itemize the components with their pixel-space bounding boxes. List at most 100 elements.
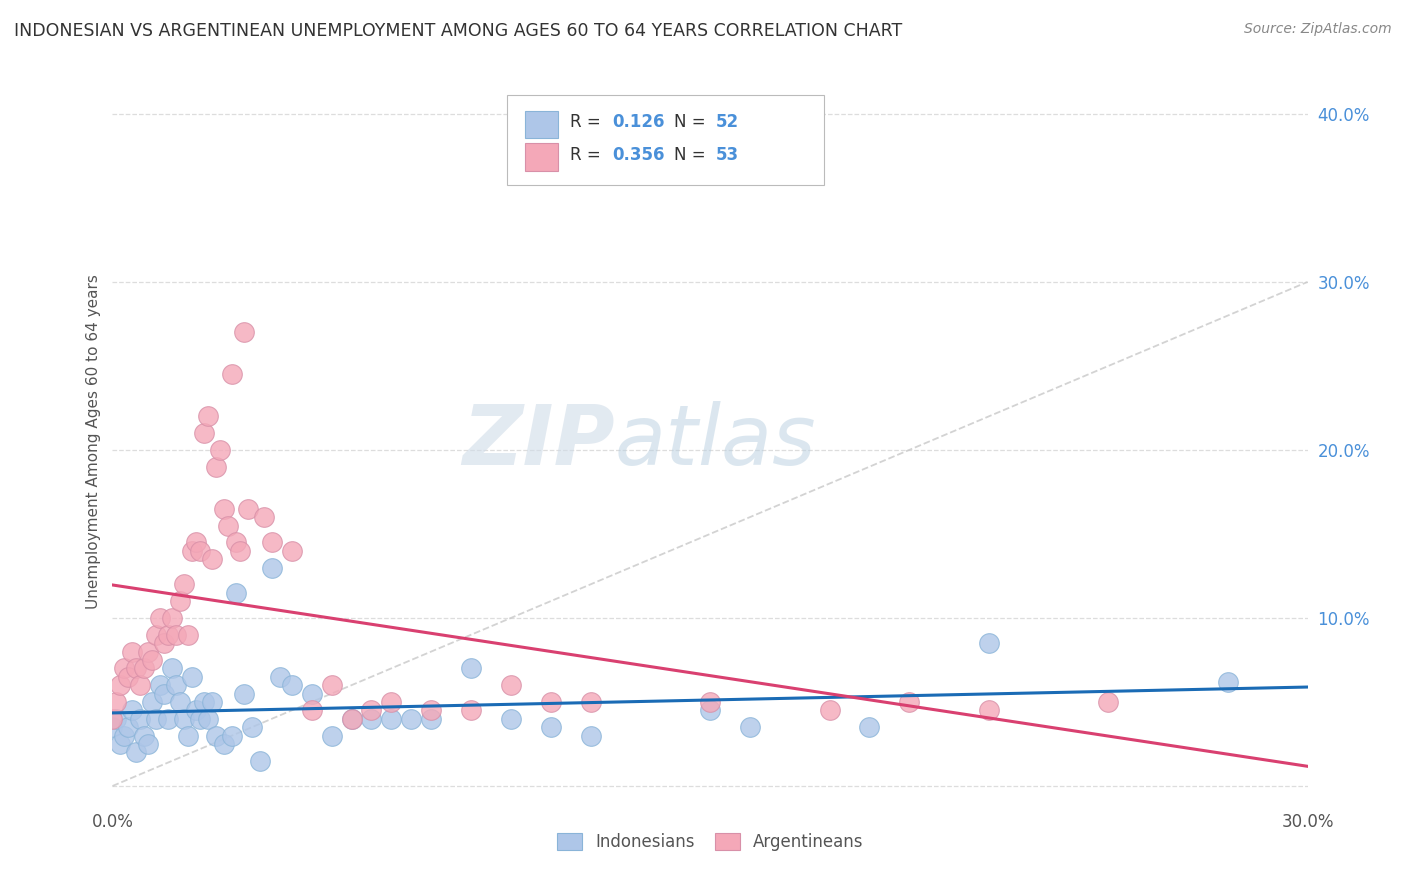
Point <box>360 712 382 726</box>
Point <box>460 703 482 717</box>
Point <box>321 729 343 743</box>
Point <box>260 535 283 549</box>
Point <box>169 594 191 608</box>
Text: N =: N = <box>675 113 711 131</box>
Point <box>253 510 276 524</box>
Point <box>225 535 247 549</box>
Point <box>540 720 562 734</box>
Point <box>177 729 200 743</box>
Point <box>117 720 139 734</box>
Point <box>977 636 1000 650</box>
Point <box>321 678 343 692</box>
Point <box>188 543 211 558</box>
Point <box>898 695 921 709</box>
Point <box>121 703 143 717</box>
Text: atlas: atlas <box>614 401 815 482</box>
Point <box>233 326 256 340</box>
Point <box>201 552 224 566</box>
Point <box>157 712 180 726</box>
Text: 53: 53 <box>716 145 740 164</box>
Point <box>134 729 156 743</box>
Text: ZIP: ZIP <box>461 401 614 482</box>
Point <box>1216 674 1239 689</box>
Point <box>181 543 204 558</box>
Point <box>117 670 139 684</box>
Point <box>186 703 208 717</box>
Point <box>818 703 841 717</box>
Point <box>269 670 291 684</box>
Point <box>281 543 304 558</box>
Point <box>340 712 363 726</box>
Point <box>301 687 323 701</box>
Point <box>420 712 443 726</box>
Point <box>225 586 247 600</box>
Point <box>121 644 143 658</box>
Y-axis label: Unemployment Among Ages 60 to 64 years: Unemployment Among Ages 60 to 64 years <box>86 274 101 609</box>
Text: Source: ZipAtlas.com: Source: ZipAtlas.com <box>1244 22 1392 37</box>
Point <box>105 695 128 709</box>
Point <box>579 729 602 743</box>
Point <box>125 745 148 759</box>
Point <box>499 712 522 726</box>
Point <box>153 636 176 650</box>
Point <box>221 729 243 743</box>
Point <box>149 611 172 625</box>
Point <box>249 754 271 768</box>
FancyBboxPatch shape <box>524 143 558 170</box>
Point <box>858 720 880 734</box>
Point <box>212 737 235 751</box>
Point <box>188 712 211 726</box>
Point <box>101 720 124 734</box>
Point <box>169 695 191 709</box>
Text: 0.126: 0.126 <box>612 113 665 131</box>
Point <box>233 687 256 701</box>
Point <box>193 426 215 441</box>
Text: 0.356: 0.356 <box>612 145 665 164</box>
Point <box>153 687 176 701</box>
Point <box>110 737 132 751</box>
Point <box>165 628 187 642</box>
Point <box>129 678 152 692</box>
Point <box>110 678 132 692</box>
Point <box>181 670 204 684</box>
Point <box>699 703 721 717</box>
Point <box>186 535 208 549</box>
Point <box>380 695 402 709</box>
Point <box>134 661 156 675</box>
Point <box>738 720 761 734</box>
Point <box>240 720 263 734</box>
Point <box>138 737 160 751</box>
Point <box>145 628 167 642</box>
Point <box>209 442 232 457</box>
Point <box>236 501 259 516</box>
Point <box>420 703 443 717</box>
Point <box>105 712 128 726</box>
Point <box>1097 695 1119 709</box>
Point <box>229 543 252 558</box>
Point <box>125 661 148 675</box>
Point <box>579 695 602 709</box>
FancyBboxPatch shape <box>508 95 824 185</box>
Text: 52: 52 <box>716 113 740 131</box>
Point <box>162 661 183 675</box>
Point <box>699 695 721 709</box>
Point <box>157 628 180 642</box>
Point <box>401 712 423 726</box>
Point <box>499 678 522 692</box>
Text: R =: R = <box>571 113 606 131</box>
Point <box>977 703 1000 717</box>
Point <box>221 368 243 382</box>
Point <box>193 695 215 709</box>
Point <box>114 729 135 743</box>
Point <box>281 678 304 692</box>
Point <box>162 611 183 625</box>
Point <box>301 703 323 717</box>
Legend: Indonesians, Argentineans: Indonesians, Argentineans <box>548 825 872 860</box>
Point <box>129 712 152 726</box>
Point <box>360 703 382 717</box>
Point <box>101 712 124 726</box>
Point <box>114 661 135 675</box>
FancyBboxPatch shape <box>524 111 558 138</box>
Point <box>141 653 163 667</box>
Point <box>540 695 562 709</box>
